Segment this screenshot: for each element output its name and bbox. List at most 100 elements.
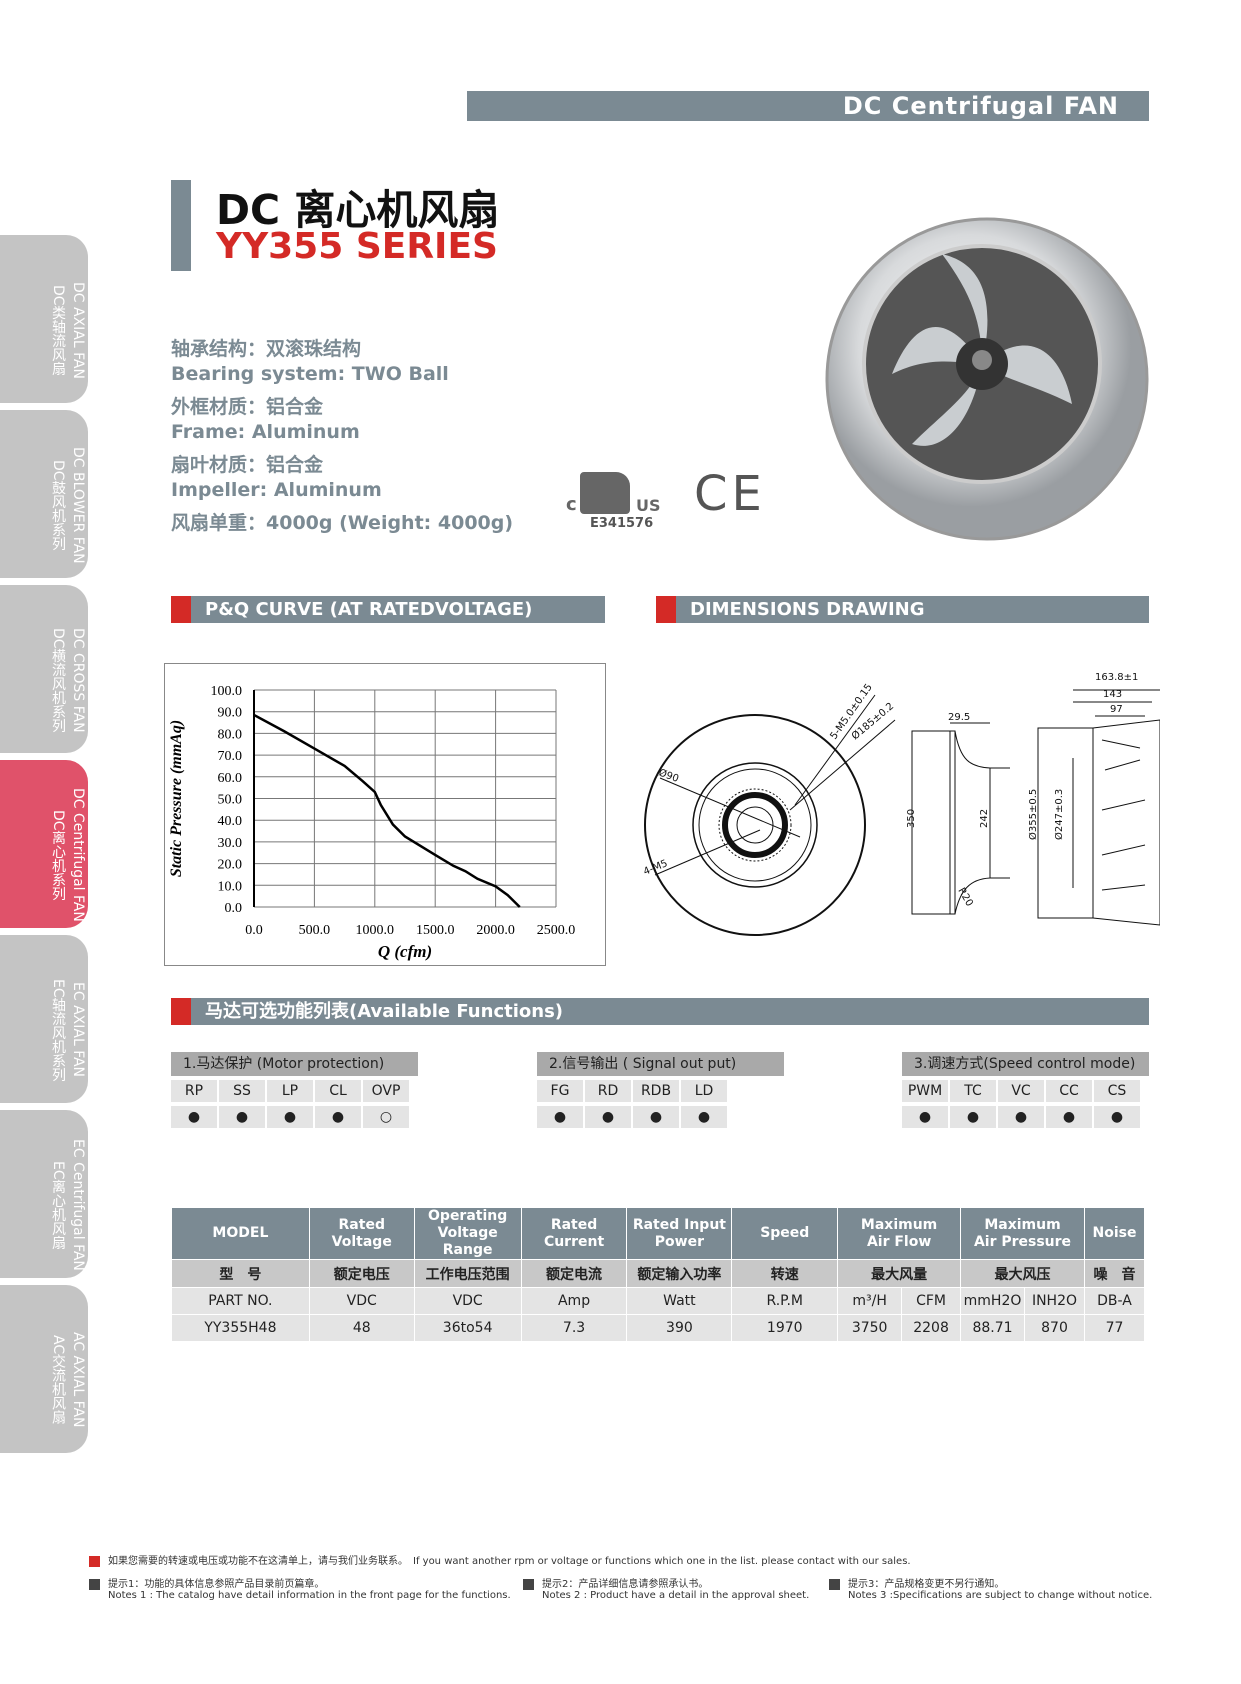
column-header: MODEL (171, 1207, 310, 1260)
side-tab-4[interactable]: EC AXIAL FAN EC轴流风机系列 (0, 935, 88, 1103)
table-cell: 2208 (901, 1314, 962, 1342)
side-tab-label-cn: EC轴流风机系列 (50, 978, 66, 1082)
function-code: CL (315, 1080, 363, 1102)
side-tab-label-en: AC AXIAL FAN (70, 1332, 86, 1428)
column-header: Maximum Air Flow (837, 1207, 962, 1260)
unit-cell: CFM (901, 1287, 962, 1315)
table-row: YY355H48 48 36to54 7.3 390 1970 3750 2208 88.71 8… (171, 1314, 1146, 1342)
side-tab-label-cn: DC横流风机系列 (50, 627, 66, 733)
square-icon (89, 1578, 100, 1590)
side-tab-label-en: EC Centrifugal FAN (70, 1139, 86, 1271)
spec-frame-cn: 外框材质：铝合金 (171, 396, 324, 418)
side-tab-label-en: EC AXIAL FAN (70, 982, 86, 1078)
y-tick-label: 20.0 (218, 858, 243, 873)
function-code: CC (1046, 1080, 1094, 1102)
x-tick-label: 1000.0 (356, 923, 395, 938)
profile-view (1037, 689, 1160, 926)
spec-weight: 风扇单重：4000g (Weight: 4000g) (171, 512, 514, 534)
footer-contact-note: 如果您需要的转速或电压或功能不在这清单上，请与我们业务联系。 If you wa… (89, 1552, 911, 1567)
function-code: RDB (633, 1080, 681, 1102)
table-cell: 870 (1024, 1314, 1085, 1342)
unit-cell: INH2O (1024, 1287, 1085, 1315)
column-header-cn: 额定电流 (520, 1259, 628, 1288)
section-header-functions: 马达可选功能列表(Available Functions) (171, 998, 1149, 1025)
dim-label: 143 (1103, 689, 1122, 700)
ce-mark-icon: CE (694, 466, 766, 522)
function-availability-mark: ● (171, 1106, 219, 1128)
dimensions-drawing: 5-M5.0±0.15 Ø185±0.2 Ø90 4-M5 29.5 350 2… (642, 672, 1160, 936)
function-availability-mark: ○ (363, 1106, 411, 1128)
side-tab-1[interactable]: DC BLOWER FAN DC鼓风机系列 (0, 410, 88, 578)
column-header: Rated Voltage (308, 1207, 415, 1260)
x-tick-label: 2500.0 (537, 923, 576, 938)
spec-bearing-en: Bearing system: TWO Ball (171, 363, 449, 385)
function-availability-mark: ● (219, 1106, 267, 1128)
dim-label: Ø247±0.3 (1053, 789, 1065, 840)
footer-note-2: 提示2：产品详细信息请参照承认书。 Notes 2 : Product have … (523, 1575, 809, 1601)
side-tab-label-en: DC Centrifugal FAN (70, 788, 86, 922)
dim-label: 242 (979, 809, 990, 828)
unit-cell: PART NO. (171, 1287, 310, 1315)
function-code: LD (681, 1080, 729, 1102)
column-header: Operating Voltage Range (413, 1207, 522, 1260)
unit-cell: VDC (413, 1287, 522, 1315)
y-tick-label: 40.0 (218, 814, 243, 829)
column-header-cn: 型 号 (171, 1259, 310, 1288)
spec-impeller-en: Impeller: Aluminum (171, 479, 382, 501)
table-cell: YY355H48 (171, 1314, 310, 1342)
side-tab-label-en: DC BLOWER FAN (70, 446, 86, 564)
function-availability-mark: ● (633, 1106, 681, 1128)
y-tick-label: 10.0 (218, 879, 243, 894)
section-header-dimensions: DIMENSIONS DRAWING (656, 596, 1149, 623)
side-tab-3[interactable]: DC Centrifugal FAN DC离心机系列 (0, 760, 88, 928)
y-tick-label: 70.0 (218, 749, 243, 764)
y-tick-label: 50.0 (218, 793, 243, 808)
x-tick-label: 0.0 (245, 923, 263, 938)
function-code: FG (537, 1080, 585, 1102)
y-tick-label: 80.0 (218, 727, 243, 742)
front-view (644, 694, 896, 936)
side-tab-5[interactable]: EC Centrifugal FAN EC离心机风扇 (0, 1110, 88, 1278)
function-group: 3.调速方式(Speed control mode) PWM TC VC CC CS ● ● ●… (902, 1052, 1152, 1128)
function-code: PWM (902, 1080, 950, 1102)
fan-product-image (825, 217, 1149, 541)
function-availability-mark: ● (1046, 1106, 1094, 1128)
table-cell: 36to54 (413, 1314, 522, 1342)
side-tab-6[interactable]: AC AXIAL FAN AC交流机风扇 (0, 1285, 88, 1453)
unit-cell: Watt (626, 1287, 733, 1315)
note-en: Notes 3 :Specifications are subject to c… (848, 1590, 1153, 1601)
note-cn: 提示1：功能的具体信息参照产品目录前页篇章。 (108, 1579, 325, 1590)
red-square-icon (89, 1555, 100, 1567)
function-group-title: 1.马达保护 (Motor protection) (171, 1052, 418, 1076)
function-group: 2.信号输出 ( Signal out put) FG RD RDB LD ● ● ● ● (537, 1052, 784, 1128)
note-cn: 提示2：产品详细信息请参照承认书。 (542, 1579, 709, 1590)
column-header: Speed (731, 1207, 839, 1260)
side-tab-label-en: DC AXIAL FAN (70, 281, 86, 379)
column-header-cn: 工作电压范围 (413, 1259, 522, 1288)
function-availability-mark: ● (950, 1106, 998, 1128)
side-tab-2[interactable]: DC CROSS FAN DC横流风机系列 (0, 585, 88, 753)
table-cell: 48 (308, 1314, 415, 1342)
dim-label: 97 (1110, 704, 1123, 715)
column-header-cn: 最大风压 (960, 1259, 1085, 1288)
function-availability-mark: ● (267, 1106, 315, 1128)
side-tab-0[interactable]: DC AXIAL FAN DC类轴流风扇 (0, 235, 88, 403)
function-availability-mark: ● (537, 1106, 585, 1128)
table-cell: 88.71 (960, 1314, 1026, 1342)
function-codes: FG RD RDB LD (537, 1080, 784, 1102)
footer-note-1: 提示1：功能的具体信息参照产品目录前页篇章。 Notes 1 : The cata… (89, 1575, 511, 1601)
y-tick-label: 30.0 (218, 836, 243, 851)
function-marks: ● ● ● ● ● (902, 1106, 1152, 1128)
unit-cell: mmH2O (960, 1287, 1026, 1315)
function-marks: ● ● ● ● ○ (171, 1106, 421, 1128)
function-group: 1.马达保护 (Motor protection) RP SS LP CL OVP ● ● ● ●… (171, 1052, 421, 1128)
function-code: CS (1094, 1080, 1142, 1102)
x-tick-label: 2000.0 (476, 923, 514, 938)
function-code: VC (998, 1080, 1046, 1102)
column-header-cn: 转速 (731, 1259, 839, 1288)
square-icon (523, 1578, 534, 1590)
ul-c-mark: c (566, 494, 577, 515)
column-header: Maximum Air Pressure (960, 1207, 1085, 1260)
pq-curve-line (253, 713, 521, 908)
function-availability-mark: ● (315, 1106, 363, 1128)
